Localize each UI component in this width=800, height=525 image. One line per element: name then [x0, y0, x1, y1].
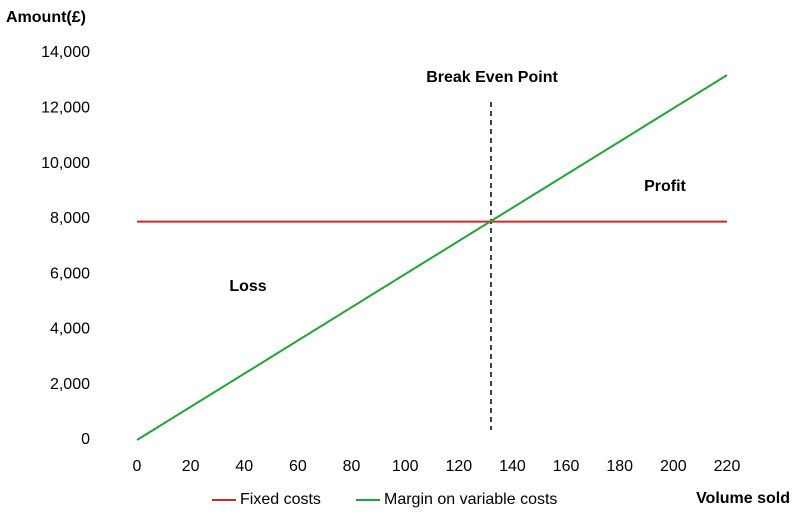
- x-tick-label: 120: [445, 458, 472, 475]
- x-tick-label: 80: [343, 458, 361, 475]
- x-tick-label: 140: [499, 458, 526, 475]
- annotation: Loss: [229, 278, 266, 295]
- y-tick-label: 4,000: [50, 321, 90, 338]
- y-tick-label: 10,000: [41, 155, 90, 172]
- x-tick-label: 160: [553, 458, 580, 475]
- annotation: Break Even Point: [426, 69, 558, 86]
- x-tick-label: 180: [606, 458, 633, 475]
- x-tick-label: 40: [235, 458, 253, 475]
- y-tick-label: 0: [81, 431, 90, 448]
- annotation: Profit: [644, 178, 686, 195]
- y-tick-label: 2,000: [50, 376, 90, 393]
- x-tick-label: 20: [182, 458, 200, 475]
- x-tick-label: 100: [392, 458, 419, 475]
- series-line: [136, 74, 728, 441]
- x-tick-label: 200: [660, 458, 687, 475]
- x-tick-label: 60: [289, 458, 307, 475]
- y-tick-label: 14,000: [41, 44, 90, 61]
- y-tick-label: 12,000: [41, 100, 90, 117]
- x-tick-label: 0: [133, 458, 142, 475]
- x-axis-label: Volume sold: [696, 490, 790, 507]
- y-axis-label: Amount(£): [6, 9, 86, 26]
- y-tick-label: 8,000: [50, 210, 90, 227]
- y-tick-label: 6,000: [50, 265, 90, 282]
- legend-label: Margin on variable costs: [384, 491, 557, 508]
- legend-label: Fixed costs: [240, 491, 321, 508]
- x-tick-label: 220: [714, 458, 741, 475]
